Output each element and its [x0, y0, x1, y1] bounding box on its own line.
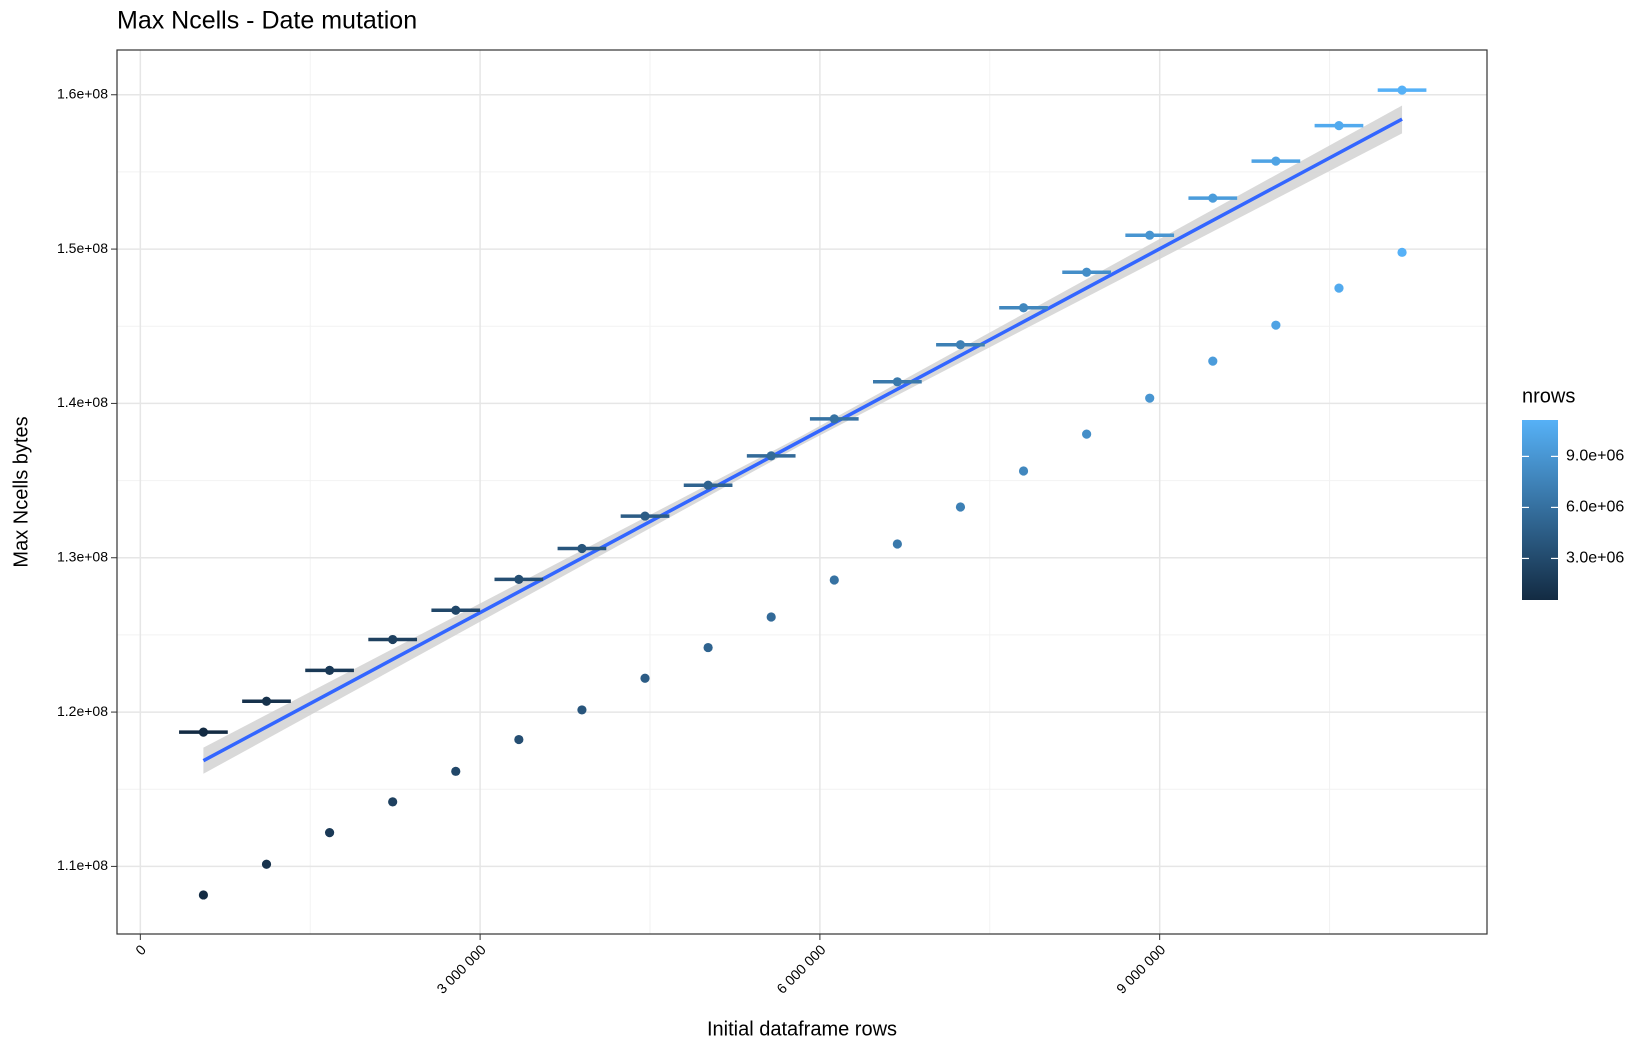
point	[1018, 466, 1029, 476]
fit-line	[202, 117, 1403, 763]
legend-label: 6.0e+06	[1566, 499, 1624, 516]
point	[703, 480, 713, 490]
point	[577, 705, 587, 715]
x-tick-label: 0	[132, 941, 149, 958]
point	[261, 696, 272, 706]
x-axis-title: Initial dataframe rows	[707, 1018, 897, 1040]
point	[261, 859, 272, 869]
point	[1208, 193, 1218, 203]
x-tick-label: 6 000 000	[773, 941, 829, 997]
point	[955, 502, 966, 512]
point	[1271, 320, 1281, 330]
point	[324, 828, 335, 838]
point	[514, 574, 524, 584]
point	[1145, 230, 1155, 240]
y-tick-label: 1.4e+08	[57, 394, 108, 410]
point	[1334, 121, 1344, 131]
point	[1018, 303, 1029, 313]
point	[324, 665, 335, 676]
x-tick-label: 9 000 000	[1113, 941, 1169, 997]
point	[1397, 247, 1407, 257]
legend-label: 9.0e+06	[1566, 448, 1624, 465]
point	[388, 634, 398, 645]
colorbar	[1522, 420, 1558, 600]
legend-title: nrows	[1522, 385, 1575, 407]
point	[451, 605, 461, 615]
point	[1208, 356, 1218, 366]
point	[198, 890, 209, 900]
point	[514, 734, 524, 745]
y-axis-title: Max Ncells bytes	[10, 416, 32, 567]
y-tick-label: 1.6e+08	[57, 85, 108, 101]
point	[1082, 429, 1092, 439]
point	[1271, 156, 1281, 166]
point	[388, 797, 398, 807]
point	[766, 451, 776, 461]
y-tick-label: 1.2e+08	[57, 703, 108, 719]
point	[1397, 85, 1407, 95]
point	[892, 377, 902, 387]
point	[451, 766, 461, 776]
point	[766, 612, 776, 622]
point	[829, 414, 839, 424]
point	[577, 543, 587, 554]
point	[703, 642, 713, 653]
chart-title: Max Ncells - Date mutation	[117, 7, 417, 35]
point	[640, 673, 650, 683]
point	[1082, 267, 1092, 277]
point	[829, 575, 839, 585]
y-tick-label: 1.5e+08	[57, 240, 108, 256]
legend-label: 3.0e+06	[1566, 550, 1624, 567]
point	[1334, 283, 1344, 293]
point	[955, 340, 966, 350]
y-tick-label: 1.1e+08	[57, 857, 108, 873]
point	[640, 511, 650, 521]
panel-border	[116, 49, 1488, 935]
point	[1145, 393, 1155, 403]
point	[892, 539, 902, 549]
x-tick-label: 3 000 000	[433, 941, 489, 997]
y-tick-label: 1.3e+08	[57, 548, 108, 564]
point	[198, 727, 209, 737]
